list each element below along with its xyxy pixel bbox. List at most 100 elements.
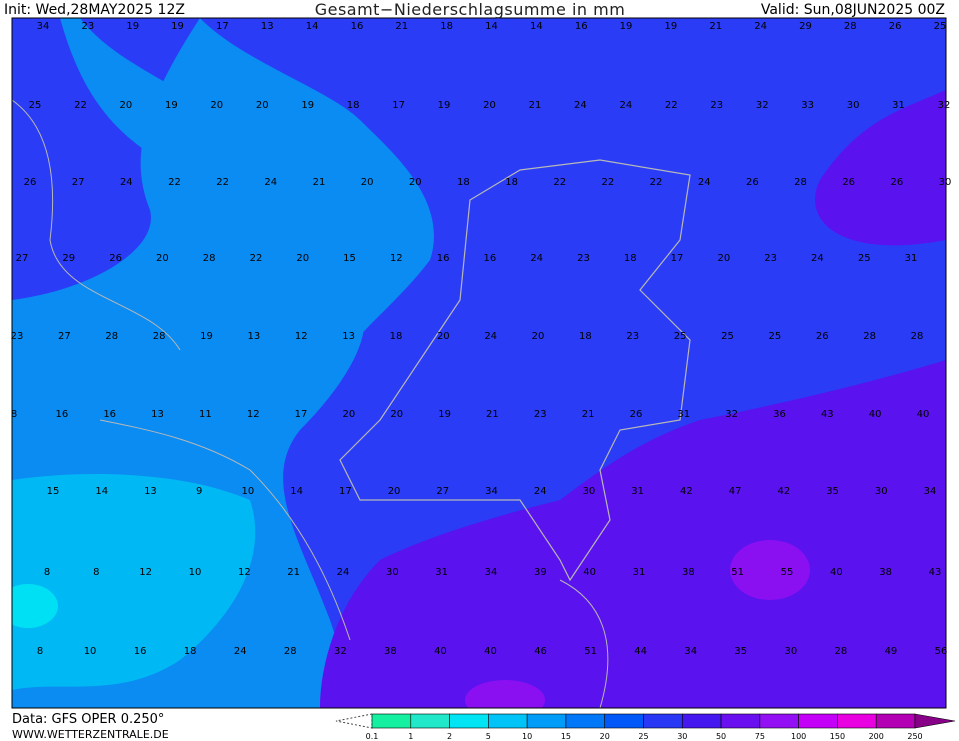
value-label: 14 <box>530 21 543 32</box>
value-label: 26 <box>842 177 855 188</box>
legend-level: 75 <box>755 732 765 741</box>
value-label: 12 <box>390 253 403 264</box>
value-label: 40 <box>484 646 497 657</box>
value-label: 20 <box>156 253 169 264</box>
value-label: 19 <box>438 409 451 420</box>
valid-time: Valid: Sun,08JUN2025 00Z <box>761 2 945 18</box>
value-label: 19 <box>126 21 139 32</box>
legend-level: 5 <box>486 732 491 741</box>
value-label: 15 <box>343 253 356 264</box>
value-label: 25 <box>674 331 687 342</box>
value-label: 30 <box>875 486 888 497</box>
value-label: 26 <box>630 409 643 420</box>
value-label: 28 <box>835 646 848 657</box>
value-label: 19 <box>165 100 178 111</box>
value-label: 25 <box>769 331 782 342</box>
value-label: 24 <box>534 486 547 497</box>
value-label: 17 <box>392 100 405 111</box>
value-label: 28 <box>284 646 297 657</box>
value-label: 12 <box>139 567 152 578</box>
value-label: 40 <box>917 409 930 420</box>
value-label: 14 <box>485 21 498 32</box>
value-label: 8 <box>37 646 43 657</box>
value-label: 21 <box>709 21 722 32</box>
value-label: 32 <box>334 646 347 657</box>
value-label: 14 <box>290 486 303 497</box>
value-label: 19 <box>620 21 633 32</box>
value-label: 25 <box>721 331 734 342</box>
value-label: 28 <box>794 177 807 188</box>
value-label: 39 <box>534 567 547 578</box>
value-label: 22 <box>74 100 87 111</box>
value-label: 10 <box>84 646 97 657</box>
value-label: 40 <box>869 409 882 420</box>
legend-swatch <box>526 713 567 729</box>
value-label: 34 <box>37 21 50 32</box>
value-label: 26 <box>109 253 122 264</box>
value-label: 28 <box>863 331 876 342</box>
value-label: 35 <box>734 646 747 657</box>
value-label: 22 <box>553 177 566 188</box>
value-label: 38 <box>384 646 397 657</box>
legend-swatch <box>681 713 722 729</box>
value-label: 16 <box>55 409 68 420</box>
value-label: 21 <box>287 567 300 578</box>
value-label: 24 <box>530 253 543 264</box>
value-label: 28 <box>153 331 166 342</box>
value-label: 25 <box>934 21 947 32</box>
site: WWW.WETTERZENTRALE.DE <box>12 728 169 741</box>
value-label: 21 <box>529 100 542 111</box>
value-label: 20 <box>343 409 356 420</box>
value-label: 51 <box>584 646 597 657</box>
value-label: 21 <box>582 409 595 420</box>
value-label: 23 <box>577 253 590 264</box>
value-label: 24 <box>264 177 277 188</box>
value-label: 20 <box>390 409 403 420</box>
value-label: 20 <box>388 486 401 497</box>
value-label: 29 <box>62 253 75 264</box>
legend-level: 25 <box>638 732 648 741</box>
legend-swatch <box>565 713 606 729</box>
value-label: 25 <box>858 253 871 264</box>
field <box>12 18 946 708</box>
value-label: 24 <box>484 331 497 342</box>
value-label: 56 <box>935 646 948 657</box>
value-label: 24 <box>574 100 587 111</box>
value-label: 26 <box>890 177 903 188</box>
value-label: 30 <box>784 646 797 657</box>
value-label: 26 <box>889 21 902 32</box>
value-label: 55 <box>781 567 794 578</box>
value-label: 40 <box>583 567 596 578</box>
value-label: 36 <box>773 409 786 420</box>
value-label: 28 <box>911 331 924 342</box>
value-label: 24 <box>754 21 767 32</box>
value-label: 28 <box>105 331 118 342</box>
value-label: 20 <box>717 253 730 264</box>
value-label: 31 <box>631 486 644 497</box>
value-label: 13 <box>144 486 157 497</box>
value-label: 34 <box>485 567 498 578</box>
value-label: 8 <box>93 567 99 578</box>
value-label: 19 <box>665 21 678 32</box>
value-label: 29 <box>799 21 812 32</box>
value-label: 20 <box>409 177 422 188</box>
value-label: 18 <box>624 253 637 264</box>
value-label: 19 <box>171 21 184 32</box>
value-label: 26 <box>746 177 759 188</box>
value-label: 23 <box>81 21 94 32</box>
legend-level: 200 <box>869 732 884 741</box>
value-label: 40 <box>434 646 447 657</box>
legend-level: 2 <box>447 732 452 741</box>
legend-swatch <box>837 713 877 729</box>
value-label: 27 <box>72 177 85 188</box>
below-arrow <box>335 713 373 729</box>
value-label: 24 <box>811 253 824 264</box>
value-label: 13 <box>342 331 355 342</box>
value-label: 18 <box>457 177 470 188</box>
legend-level: 100 <box>791 732 806 741</box>
value-label: 12 <box>295 331 308 342</box>
value-label: 21 <box>395 21 408 32</box>
value-label: 34 <box>684 646 697 657</box>
value-label: 31 <box>633 567 646 578</box>
